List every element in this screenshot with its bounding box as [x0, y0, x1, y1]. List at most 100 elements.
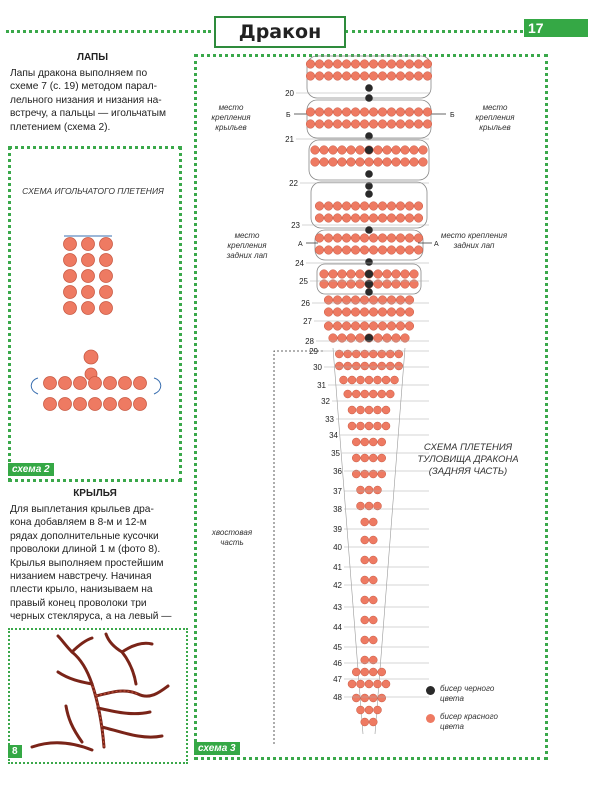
bead — [422, 119, 433, 129]
bead — [350, 107, 361, 117]
bead — [395, 213, 406, 223]
bead — [314, 71, 325, 81]
bead — [323, 59, 334, 69]
bead — [341, 71, 352, 81]
bead — [359, 295, 370, 305]
bead — [404, 213, 415, 223]
bead — [88, 397, 102, 411]
red-bead-icon — [426, 714, 435, 723]
bead — [364, 705, 374, 715]
bead — [369, 615, 378, 625]
legend-line: цвета — [440, 694, 464, 703]
bead — [341, 201, 352, 211]
bead — [360, 349, 369, 359]
bead — [346, 145, 356, 155]
bead — [391, 145, 401, 155]
bead — [391, 157, 401, 167]
paws-line: плетением (схема 2). — [10, 121, 111, 133]
bead — [341, 233, 352, 243]
bead — [404, 233, 415, 243]
bead — [359, 59, 370, 69]
bead — [386, 389, 395, 399]
paws-line: встречу, а пальцы — игольчатым — [10, 108, 166, 120]
scheme2-box — [8, 146, 182, 482]
bead — [332, 213, 343, 223]
paws-line: лельного низания и низания на- — [10, 94, 162, 106]
bead — [63, 253, 77, 267]
bead — [400, 279, 410, 289]
scheme2-label: схема 2 — [8, 463, 54, 476]
bead — [328, 157, 338, 167]
bead — [377, 349, 386, 359]
paws-heading: ЛАПЫ — [76, 52, 109, 63]
marker-a-left: А — [298, 241, 303, 248]
bead — [99, 269, 113, 283]
bead — [337, 333, 347, 343]
bead — [350, 59, 361, 69]
bead — [88, 376, 102, 390]
bead — [377, 469, 386, 479]
bead — [400, 269, 410, 279]
bead — [314, 245, 325, 255]
bead — [360, 575, 369, 585]
bead — [332, 119, 343, 129]
bead — [377, 667, 386, 677]
row-label: 25 — [299, 277, 308, 286]
row-label: 26 — [301, 299, 310, 308]
bead — [323, 201, 334, 211]
row-label: 35 — [331, 449, 340, 458]
paws-line: схеме 7 (с. 19) методом парал- — [10, 81, 158, 93]
row-label: 21 — [285, 135, 294, 144]
bead — [364, 485, 374, 495]
bead — [395, 233, 406, 243]
bead — [341, 295, 352, 305]
paws-text: Лапы дракона выполняем по схеме 7 (с. 19… — [10, 67, 180, 134]
bead — [359, 307, 370, 317]
wings-text: Для выплетания крыльев дра- кона добавля… — [10, 503, 182, 624]
row-label: 45 — [333, 643, 342, 652]
bead — [99, 253, 113, 267]
bead — [413, 213, 424, 223]
bead — [359, 213, 370, 223]
note-line: место крепления — [227, 231, 267, 250]
legend: бисер черного цвета бисер красного цвета — [424, 684, 534, 736]
bead — [369, 469, 378, 479]
dragon-photo — [30, 632, 170, 752]
legend-item-black: бисер черного цвета — [424, 684, 534, 710]
bead — [314, 213, 325, 223]
bead — [369, 517, 378, 527]
bead — [365, 190, 373, 198]
bead — [377, 119, 388, 129]
bead — [133, 376, 147, 390]
bead — [369, 693, 378, 703]
bead — [350, 295, 361, 305]
bead — [360, 717, 369, 727]
bead — [360, 635, 369, 645]
bead — [43, 397, 57, 411]
bead — [369, 437, 378, 447]
wings-line: рядах дополнительные кусочки — [10, 530, 159, 542]
bead — [355, 279, 365, 289]
bead — [413, 245, 424, 255]
bead — [350, 307, 361, 317]
bead — [360, 655, 369, 665]
bead — [305, 71, 316, 81]
bead — [81, 237, 95, 251]
bead — [341, 245, 352, 255]
bead — [360, 437, 369, 447]
bead — [347, 405, 357, 415]
bead — [356, 485, 365, 495]
bead — [352, 469, 361, 479]
bead — [365, 132, 373, 140]
bead — [365, 226, 373, 234]
bead — [386, 59, 397, 69]
row-label: 32 — [321, 397, 330, 406]
bead — [341, 321, 352, 331]
bead — [369, 575, 378, 585]
bead — [373, 705, 382, 715]
bead — [364, 679, 374, 689]
bead — [382, 157, 392, 167]
bead — [364, 405, 374, 415]
bead — [404, 295, 415, 305]
